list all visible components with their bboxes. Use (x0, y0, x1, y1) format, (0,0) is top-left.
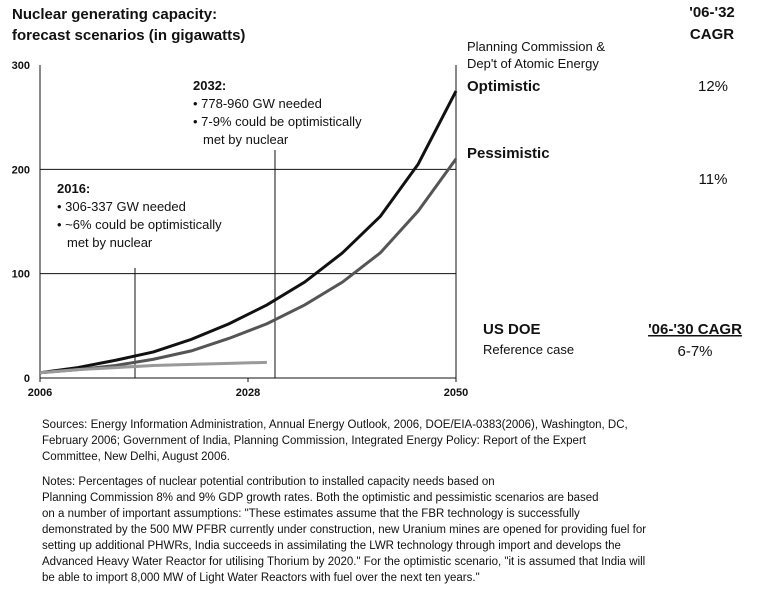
annotation-text: • 778-960 GW needed (193, 96, 322, 111)
notes-text: setting up additional PHWRs, India succe… (42, 540, 621, 552)
y-tick-label: 0 (24, 373, 30, 385)
cagr-header: '06-'32 (689, 4, 735, 21)
cagr-header: '06-'30 CAGR (648, 321, 742, 338)
series-line (39, 360, 267, 375)
cagr-value: 12% (698, 78, 728, 95)
legend-sublabel: Reference case (483, 342, 574, 357)
notes-text: Advanced Heavy Water Reactor for utilisi… (42, 556, 645, 568)
series-line (39, 90, 458, 375)
y-tick-label: 300 (12, 60, 30, 72)
x-tick-label: 2050 (444, 387, 468, 399)
notes-text: Planning Commission 8% and 9% GDP growth… (42, 492, 599, 504)
notes-text: on a number of important assumptions: "T… (42, 508, 580, 520)
chart-title: forecast scenarios (in gigawatts) (12, 27, 245, 44)
legend-label: Pessimistic (467, 145, 550, 162)
annotation-text: met by nuclear (203, 132, 289, 147)
notes-text: Notes: Percentages of nuclear potential … (42, 476, 495, 488)
annotation-text: • ~6% could be optimistically (57, 217, 222, 232)
annotation-text: • 7-9% could be optimistically (193, 114, 362, 129)
notes-text: be able to import 8,000 MW of Light Wate… (42, 572, 480, 584)
cagr-value: 6-7% (677, 343, 712, 360)
annotation-heading: 2016: (57, 181, 90, 196)
y-tick-label: 100 (12, 269, 30, 281)
annotation-text: • 306-337 GW needed (57, 199, 186, 214)
cagr-value: 11% (699, 171, 728, 188)
chart-title: Nuclear generating capacity: (12, 6, 217, 23)
cagr-header: CAGR (690, 26, 734, 43)
notes-text: demonstrated by the 500 MW PFBR currentl… (42, 524, 646, 536)
source-label: Planning Commission & (467, 39, 605, 54)
sources-text: February 2006; Government of India, Plan… (42, 435, 587, 447)
annotation-heading: 2032: (193, 78, 226, 93)
legend-label: US DOE (483, 321, 541, 338)
legend-label: Optimistic (467, 78, 540, 95)
annotation-text: met by nuclear (67, 235, 153, 250)
sources-text: Sources: Energy Information Administrati… (42, 419, 628, 431)
x-tick-label: 2028 (236, 387, 260, 399)
sources-text: Committee, New Delhi, August 2006. (42, 451, 230, 463)
x-tick-label: 2006 (28, 387, 52, 399)
source-label: Dep't of Atomic Energy (467, 56, 599, 71)
y-tick-label: 200 (12, 164, 30, 176)
series-line (39, 158, 458, 375)
